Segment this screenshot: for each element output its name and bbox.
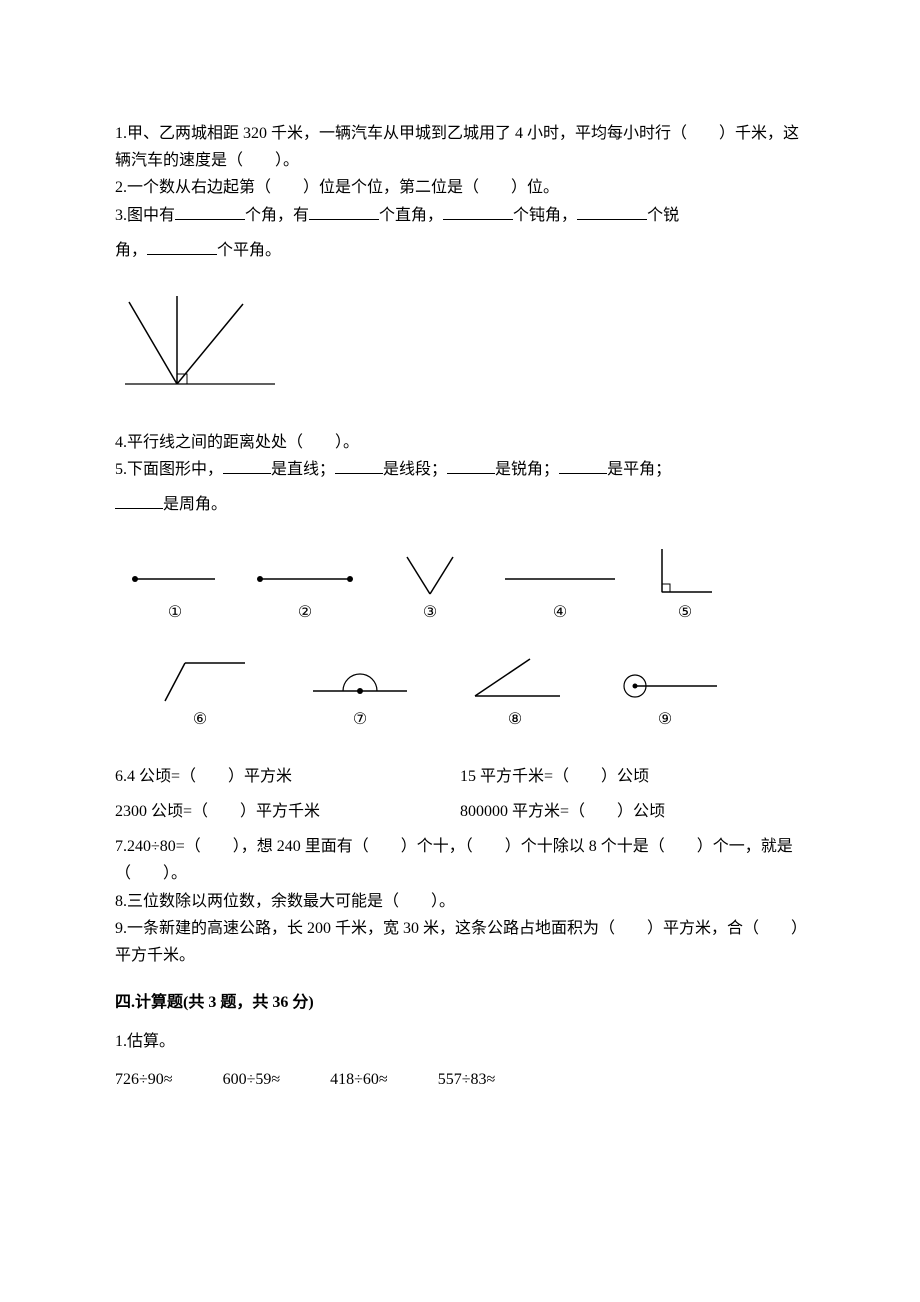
est-4: 557÷83≈ [438, 1066, 496, 1093]
figure-shapes: ① ② ③ ④ ⑤ ⑥ ⑦ ⑧ [115, 544, 805, 733]
question-8: 8.三位数除以两位数，余数最大可能是（ ）。 [115, 888, 805, 915]
q6-l2-left: 2300 公顷=（ ）平方千米 [115, 798, 460, 825]
question-2: 2.一个数从右边起第（ ）位是个位，第二位是（ ）位。 [115, 174, 805, 201]
label-2: ② [298, 599, 312, 626]
label-1: ① [168, 599, 182, 626]
question-7: 7.240÷80=（ ），想 240 里面有（ ）个十，（ ）个十除以 8 个十… [115, 833, 805, 887]
est-3: 418÷60≈ [330, 1066, 388, 1093]
q3-b: 个直角， [379, 207, 443, 224]
label-4: ④ [553, 599, 567, 626]
question-6-row2: 2300 公顷=（ ）平方千米 800000 平方米=（ ）公顷 [115, 798, 805, 825]
q3-c: 个钝角， [513, 207, 577, 224]
question-5-line2: 是周角。 [115, 491, 805, 518]
q5-c: 是锐角； [495, 461, 559, 478]
figure-angles [115, 284, 805, 399]
blank [175, 204, 245, 220]
q3-l2-post: 个平角。 [217, 242, 281, 259]
label-7: ⑦ [353, 706, 367, 733]
blank [147, 239, 217, 255]
q6-l1-right: 15 平方千米=（ ）公顷 [460, 763, 805, 790]
question-9: 9.一条新建的高速公路，长 200 千米，宽 30 米，这条公路占地面积为（ ）… [115, 915, 805, 969]
question-1: 1.甲、乙两城相距 320 千米，一辆汽车从甲城到乙城用了 4 小时，平均每小时… [115, 120, 805, 174]
blank [559, 458, 607, 474]
estimation-row: 726÷90≈ 600÷59≈ 418÷60≈ 557÷83≈ [115, 1066, 805, 1093]
label-3: ③ [423, 599, 437, 626]
question-4: 4.平行线之间的距离处处（ ）。 [115, 429, 805, 456]
blank [443, 204, 513, 220]
label-5: ⑤ [678, 599, 692, 626]
blank [309, 204, 379, 220]
q5-a: 是直线； [271, 461, 335, 478]
blank [577, 204, 647, 220]
q6-l1-left: 6.4 公顷=（ ）平方米 [115, 763, 460, 790]
label-6: ⑥ [193, 706, 207, 733]
q5-d: 是平角； [607, 461, 671, 478]
label-9: ⑨ [658, 706, 672, 733]
blank [447, 458, 495, 474]
q5-pre: 5.下面图形中， [115, 461, 223, 478]
question-3-line1: 3.图中有 个角，有 个直角， 个钝角， 个锐 [115, 202, 805, 229]
question-3-line2: 角， 个平角。 [115, 237, 805, 264]
q5-b: 是线段； [383, 461, 447, 478]
blank [335, 458, 383, 474]
blank [223, 458, 271, 474]
question-5-line1: 5.下面图形中， 是直线； 是线段； 是锐角； 是平角； [115, 456, 805, 483]
q5-l2: 是周角。 [163, 496, 227, 513]
section-4-q1: 1.估算。 [115, 1028, 805, 1055]
est-2: 600÷59≈ [223, 1066, 281, 1093]
q6-l2-right: 800000 平方米=（ ）公顷 [460, 798, 805, 825]
est-1: 726÷90≈ [115, 1066, 173, 1093]
q3-a: 个角，有 [245, 207, 309, 224]
blank [115, 493, 163, 509]
q3-l2-pre: 角， [115, 242, 147, 259]
label-8: ⑧ [508, 706, 522, 733]
question-6-row1: 6.4 公顷=（ ）平方米 15 平方千米=（ ）公顷 [115, 763, 805, 790]
q3-d: 个锐 [647, 207, 679, 224]
q3-pre: 3.图中有 [115, 207, 175, 224]
section-4-title: 四.计算题(共 3 题，共 36 分) [115, 989, 805, 1016]
